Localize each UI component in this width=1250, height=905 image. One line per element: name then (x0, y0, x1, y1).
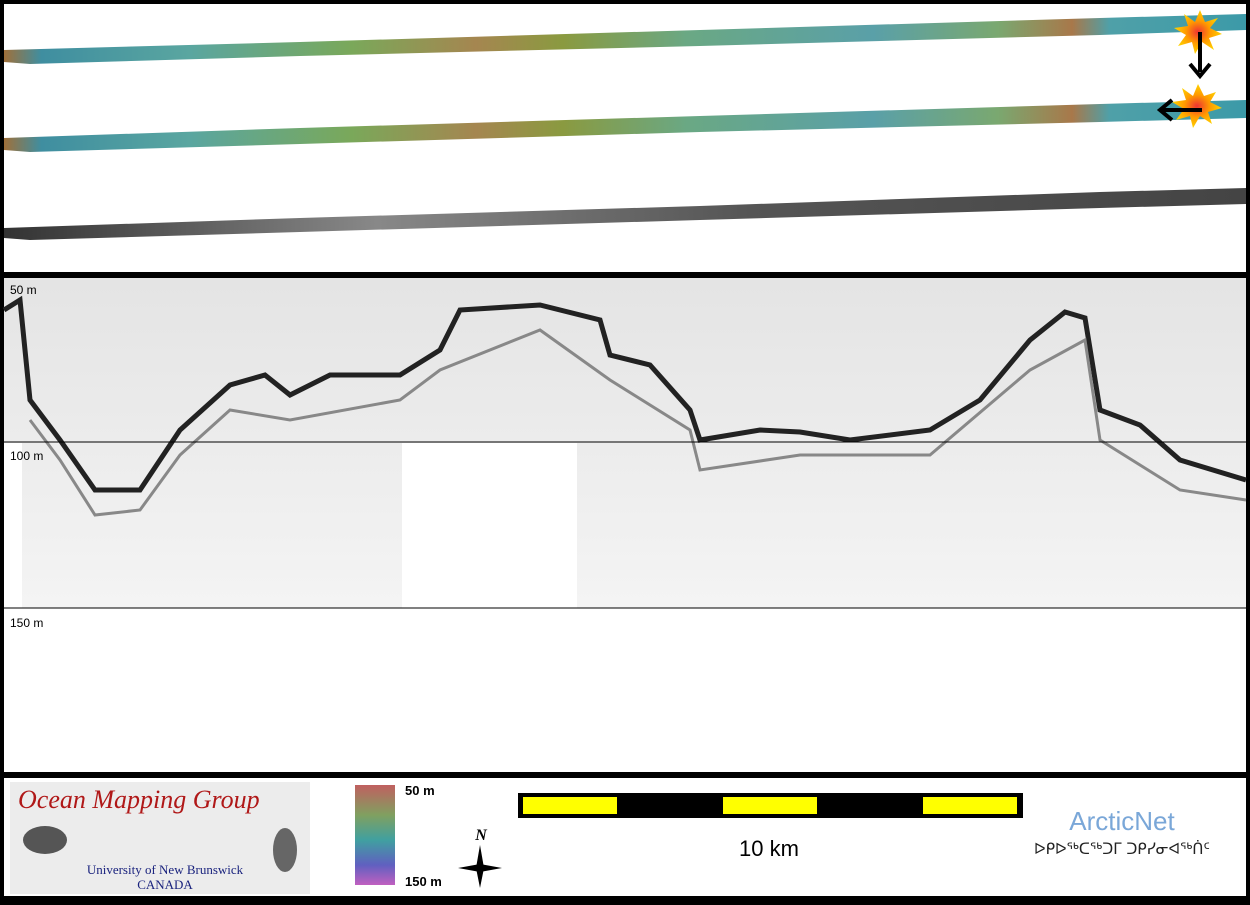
bathymetry-swath (4, 100, 1246, 152)
no-data (402, 443, 577, 608)
north-label: N (474, 827, 488, 844)
logo-line: University of New Brunswick (87, 862, 244, 877)
backscatter-swath (4, 188, 1246, 240)
sonar-echo (4, 278, 1246, 608)
bathymetry-swath (4, 14, 1246, 64)
partner-name: ArcticNet (1069, 806, 1175, 836)
ship-marker (1174, 10, 1222, 80)
north-arrow (458, 864, 502, 872)
scale-bar-segment (523, 797, 617, 814)
colorbar (355, 785, 395, 885)
scale-bar-segment (923, 797, 1017, 814)
partner-subtitle: ᐅᑭᐅᖅᑕᖅᑐᒥ ᑐᑭᓯᓂᐊᖅᑏᑦ (1034, 840, 1210, 858)
scale-label: 10 km (739, 836, 799, 861)
logo-line: CANADA (137, 877, 193, 892)
logo-fish (273, 828, 297, 872)
depth-label: 150 m (10, 616, 43, 630)
depth-label: 50 m (10, 283, 37, 297)
no-data (4, 443, 22, 608)
ship-marker (1156, 84, 1222, 128)
scale-bar-segment (723, 797, 817, 814)
depth-label: 100 m (10, 449, 43, 463)
colorbar-label: 50 m (405, 783, 435, 798)
logo-fish (23, 826, 67, 854)
colorbar-label: 150 m (405, 874, 442, 889)
seabed-reflector (2, 295, 1247, 493)
subbottom-reflector (28, 328, 1247, 517)
logo-title: Ocean Mapping Group (18, 785, 260, 814)
